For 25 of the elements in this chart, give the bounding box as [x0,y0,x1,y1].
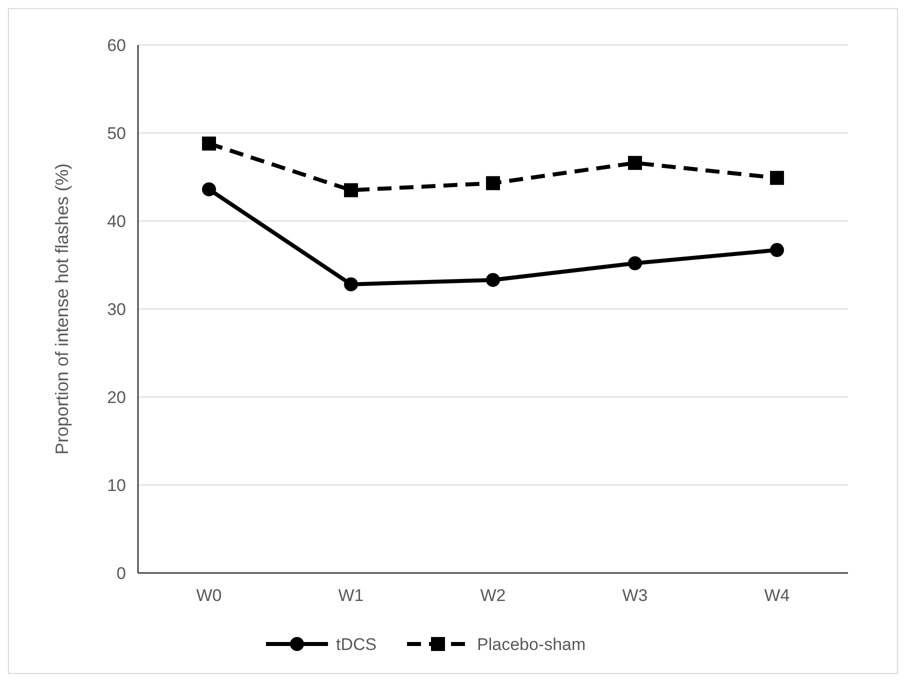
point [628,256,642,270]
point [770,170,784,185]
point [628,156,642,170]
x-tick-label: W2 [480,586,506,605]
y-tick-label: 30 [107,300,126,319]
x-tick-label: W1 [338,586,364,605]
point [344,183,358,198]
y-tick-label: 10 [107,476,126,495]
y-tick-label: 40 [107,212,126,231]
y-tick-label: 50 [107,124,126,143]
x-tick-label: W3 [622,586,648,605]
y-tick-label: 0 [116,564,126,583]
y-tick-label: 60 [107,36,126,55]
point [344,277,358,292]
point [770,243,784,258]
y-tick-label: 20 [107,388,126,407]
legend-label: Placebo-sham [477,634,586,654]
point [486,272,500,287]
point [202,136,216,151]
x-tick-label: W4 [764,586,790,605]
x-tick-label: W0 [196,586,222,605]
point [486,176,500,190]
y-axis-title: Proportion of intense hot flashes (%) [52,163,72,455]
point [202,182,216,196]
legend-label: tDCS [336,634,377,654]
